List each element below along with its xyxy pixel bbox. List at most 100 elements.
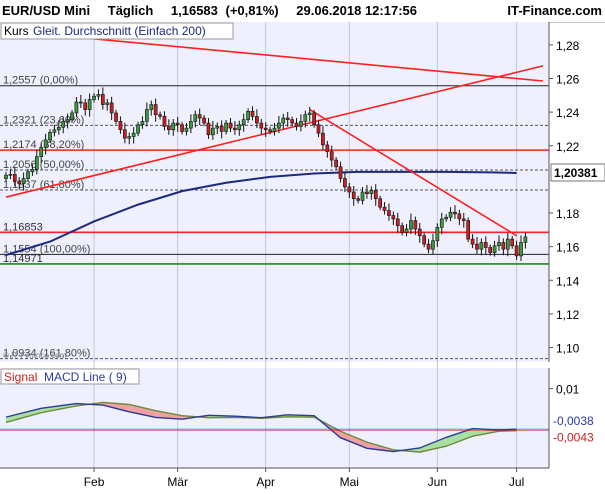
legend-ma-label: Gleit. Durchschnitt (Einfach 200) [33, 24, 206, 38]
price-tick-label: 1,16 [556, 241, 580, 255]
candle-body [197, 114, 202, 119]
candle-body [100, 94, 105, 105]
candle-body [360, 191, 365, 201]
candle-body [96, 94, 101, 97]
price-tick-label: 1,12 [556, 308, 580, 322]
candle-body [224, 122, 228, 132]
candle-body [294, 122, 299, 127]
candle-body [435, 227, 440, 242]
candle-body [343, 178, 347, 188]
candle-body [409, 220, 413, 230]
fib-level-label: 1,2557 (0,00%) [3, 75, 78, 87]
candle-body [321, 132, 325, 146]
candle-body [17, 180, 22, 184]
current-price-box [550, 163, 605, 182]
candle-body [400, 225, 404, 233]
candle-body [56, 126, 61, 131]
candle-body [351, 191, 356, 200]
x-tick-label: Jun [428, 475, 447, 489]
candle-body [334, 159, 338, 168]
candle-body [281, 117, 286, 124]
interval-label: Täglich [107, 3, 154, 18]
candle-body [395, 218, 400, 226]
candle-body [501, 242, 506, 250]
candle-body [92, 95, 96, 100]
candle-body [479, 242, 484, 250]
candle-body [497, 242, 501, 247]
candle-body [453, 211, 457, 215]
candle-body [8, 174, 13, 176]
candle-body [43, 139, 48, 148]
candle-body [347, 186, 352, 193]
candle-body [382, 206, 387, 211]
price-tick-label: 1,28 [556, 39, 580, 53]
candle-body [109, 102, 114, 114]
candle-body [387, 210, 391, 216]
candle-body [39, 147, 44, 157]
candle-body [149, 104, 154, 110]
macd-value-box [551, 430, 603, 445]
price-legend: Kurs Gleit. Durchschnitt (Einfach 200) [0, 22, 234, 40]
candle-body [338, 166, 343, 179]
candle-body [510, 238, 515, 247]
macd-value-label: -0,0038 [553, 414, 594, 428]
price-tick-label: 1,24 [556, 106, 580, 120]
last-price: 1,16583 [170, 3, 218, 18]
candle-body [422, 235, 426, 245]
candle-body [259, 122, 264, 129]
candle-body [237, 124, 242, 131]
candle-body [136, 124, 140, 134]
price-tick-label: 1,18 [556, 207, 580, 221]
candle-body [180, 124, 184, 132]
macd-fill [129, 404, 156, 418]
price-tick-label: 1,22 [556, 140, 580, 154]
candle-body [153, 104, 158, 115]
legend-signal-label: Signal [4, 370, 37, 384]
candle-body [127, 136, 132, 139]
candle-body [193, 114, 198, 122]
signal-line [5, 401, 517, 453]
x-tick-label: Feb [84, 475, 105, 489]
candle-body [233, 127, 237, 131]
candle-body [12, 174, 17, 182]
candle-body [255, 116, 259, 124]
price-legend-box [0, 22, 234, 40]
ma200-line [5, 170, 517, 257]
candle-body [272, 127, 277, 132]
candle-body [228, 122, 233, 129]
candle-body [114, 112, 118, 122]
candle-body [263, 127, 268, 131]
candle-body [26, 171, 30, 179]
x-tick-label: Mai [340, 475, 359, 489]
candle-body [21, 178, 26, 184]
candle-body [461, 218, 466, 221]
candle-body [466, 220, 471, 240]
current-price-label: 1,20381 [554, 166, 598, 180]
candle-body [162, 116, 167, 127]
price-change: (+0,81%) [225, 3, 279, 18]
candle-body [171, 122, 176, 131]
candle-body [219, 126, 224, 132]
candle-body [483, 242, 488, 248]
candle-body [250, 110, 255, 117]
macd-fill [340, 431, 367, 449]
candle-body [78, 101, 83, 104]
candle-body [277, 122, 281, 129]
watermark: © IT-Finance.com [3, 351, 67, 360]
fib-level-label: 1,1554 (100,00%) [3, 243, 90, 255]
candle-body [431, 240, 435, 250]
candle-body [241, 119, 246, 126]
chart-header: EUR/USD Mini Täglich 1,16583 (+0,81%) 29… [0, 0, 605, 23]
candle-body [70, 112, 74, 120]
candle-body [131, 132, 136, 137]
chart-area: 1,2557 (0,00%)1,2321 (23,60%)1,2174 (38,… [0, 22, 605, 489]
candle-body [303, 114, 308, 122]
candle-body [74, 101, 79, 114]
candle-body [378, 198, 382, 208]
candle-body [307, 112, 312, 115]
candle-body [444, 216, 449, 220]
timestamp: 29.06.2018 12:17:56 [296, 3, 417, 18]
candle-body [373, 190, 378, 200]
candle-body [140, 121, 145, 126]
candle-body [167, 126, 171, 131]
